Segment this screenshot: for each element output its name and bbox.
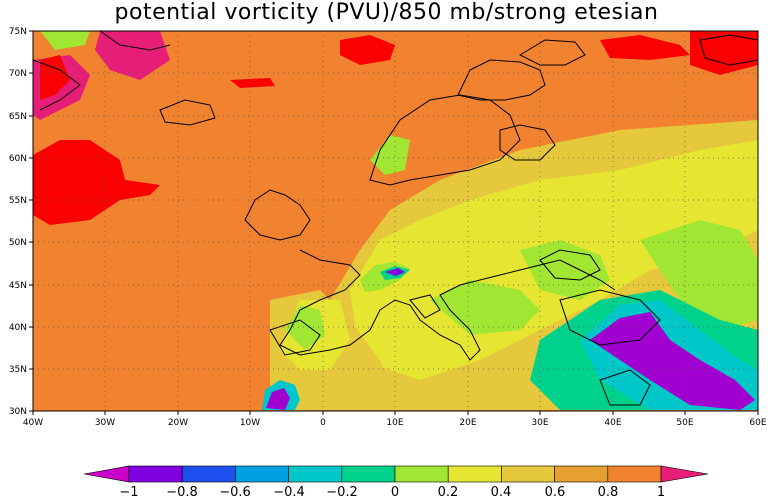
colorbar-cell: [447, 465, 502, 483]
colorbar-cell: [128, 465, 183, 483]
colorbar-cell: [554, 465, 609, 483]
colorbar-over-arrow: [660, 465, 709, 483]
y-tick-label: 70N: [9, 69, 27, 79]
x-tick-label: 50E: [676, 418, 693, 428]
colorbar-label: −1: [119, 485, 138, 500]
colorbar-cell: [341, 465, 396, 483]
colorbar-under-arrow: [83, 465, 130, 483]
colorbar: −1 −0.8 −0.6 −0.4 −0.2 0 0.2 0.4 0.6 0.8…: [83, 465, 709, 500]
colorbar-label: 0.2: [438, 485, 459, 500]
colorbar-label: −0.2: [326, 485, 358, 500]
map-title: potential vorticity (PVU)/850 mb/strong …: [114, 0, 659, 25]
y-tick-label: 30N: [9, 407, 27, 417]
colorbar-cell: [288, 465, 343, 483]
x-tick-label: 40W: [23, 418, 43, 428]
colorbar-label: 1: [657, 485, 665, 500]
x-tick-label: 20E: [459, 418, 476, 428]
colorbar-label: 0.8: [598, 485, 619, 500]
y-tick-label: 75N: [9, 27, 27, 37]
x-tick-label: 20W: [168, 418, 188, 428]
colorbar-cell: [394, 465, 449, 483]
y-tick-label: 50N: [9, 238, 27, 248]
y-axis-labels: 75N 70N 65N 60N 55N 50N 45N 40N 35N 30N: [9, 27, 27, 417]
y-tick-label: 60N: [9, 154, 27, 164]
graticule: [33, 31, 758, 411]
y-tick-label: 40N: [9, 323, 27, 333]
colorbar-cell: [501, 465, 555, 483]
y-tick-label: 55N: [9, 196, 27, 206]
x-tick-label: 30E: [531, 418, 548, 428]
y-tick-label: 65N: [9, 112, 27, 122]
colorbar-label: 0: [391, 485, 399, 500]
x-tick-label: 10W: [240, 418, 260, 428]
pv-field: [32, 30, 759, 411]
colorbar-cell: [181, 465, 236, 483]
colorbar-label: 0.4: [491, 485, 512, 500]
colorbar-cell: [607, 465, 662, 483]
x-tick-label: 0: [320, 418, 326, 428]
colorbar-label: 0.6: [545, 485, 566, 500]
y-tick-label: 45N: [9, 281, 27, 291]
x-axis-labels: 40W 30W 20W 10W 0 10E 20E 30E 40E 50E 60…: [23, 418, 767, 428]
x-tick-label: 30W: [95, 418, 115, 428]
colorbar-label: −0.8: [166, 485, 198, 500]
x-tick-label: 10E: [386, 418, 403, 428]
y-tick-label: 35N: [9, 365, 27, 375]
colorbar-label: −0.6: [219, 485, 251, 500]
colorbar-cell: [235, 465, 289, 483]
colorbar-label: −0.4: [273, 485, 305, 500]
x-tick-label: 40E: [604, 418, 621, 428]
x-tick-label: 60E: [749, 418, 766, 428]
